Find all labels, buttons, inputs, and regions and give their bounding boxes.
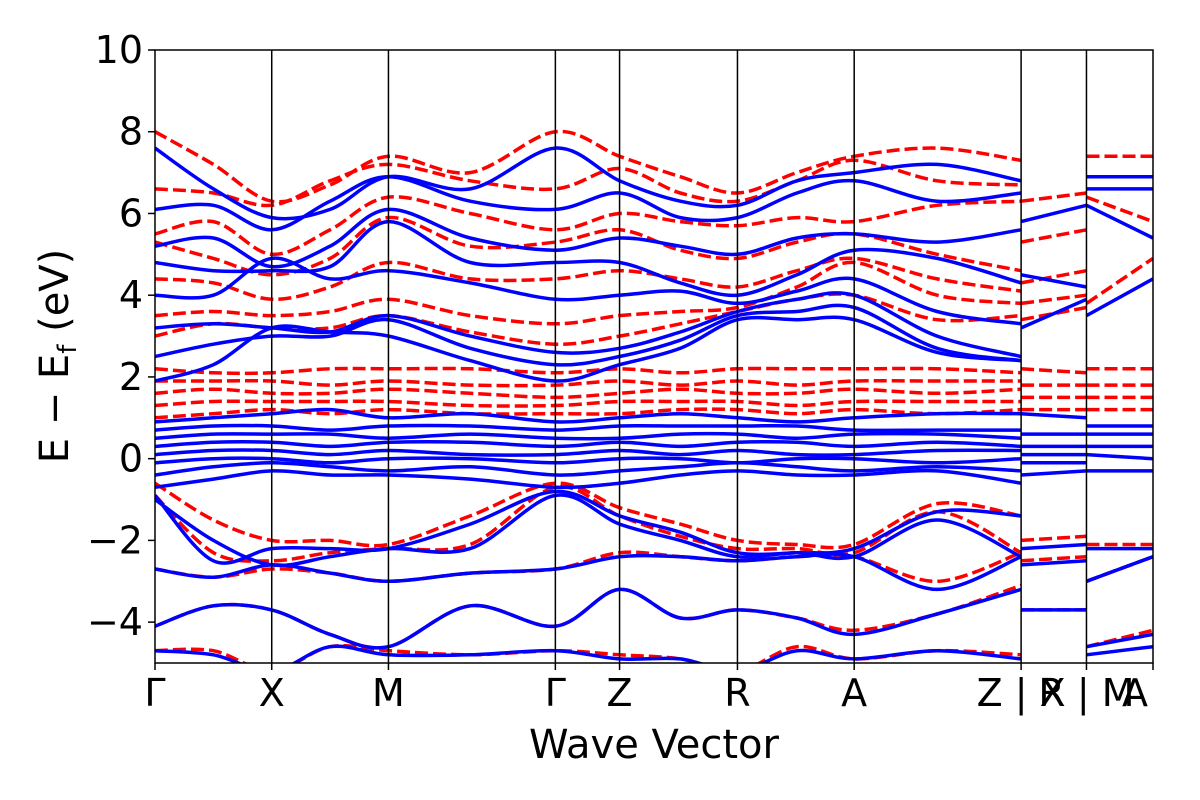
spin-down-band-42 bbox=[1020, 305, 1087, 322]
spin-down-band-15 bbox=[155, 583, 1022, 650]
y-tick-label: 10 bbox=[95, 28, 143, 72]
x-tick-label: A bbox=[841, 671, 867, 715]
spin-down-band-7 bbox=[155, 366, 1022, 376]
spin-up-band-60 bbox=[1020, 559, 1087, 567]
spin-down-band-64 bbox=[1085, 256, 1153, 305]
spin-up-band-50 bbox=[1020, 203, 1087, 224]
spin-down-band-39 bbox=[1020, 228, 1087, 244]
y-axis-label-main: E − E bbox=[32, 354, 78, 464]
y-axis-ticks: −4 −2 0 2 4 6 8 10 bbox=[87, 28, 155, 644]
y-tick-label: −4 bbox=[87, 600, 143, 644]
x-tick-label: M bbox=[372, 671, 405, 715]
kpoint-divider-lines bbox=[270, 50, 1088, 663]
y-tick-label: 4 bbox=[119, 273, 143, 317]
spin-up-band-26 bbox=[155, 423, 1022, 433]
x-tick-label: Z bbox=[607, 671, 633, 715]
spin-up-band-17 bbox=[155, 146, 1022, 221]
spin-down-band-40 bbox=[1020, 268, 1087, 285]
spin-up-band-58 bbox=[1020, 469, 1087, 477]
spin-up-band-84 bbox=[1086, 644, 1153, 657]
spin-down-band-2 bbox=[155, 195, 1022, 257]
spin-up-band-53 bbox=[1020, 411, 1087, 420]
band-lines bbox=[155, 129, 1153, 663]
x-tick-label: Z | X bbox=[977, 671, 1066, 716]
spin-up-band-79 bbox=[1086, 452, 1153, 461]
spin-down-band-8 bbox=[155, 378, 1022, 388]
x-tick-label: Γ bbox=[545, 671, 566, 715]
y-tick-label: 6 bbox=[119, 191, 143, 235]
spin-up-band-52 bbox=[1020, 297, 1088, 330]
spin-down-band-16 bbox=[155, 643, 1022, 663]
x-tick-label: R | M bbox=[1038, 671, 1134, 716]
spin-down-band-43 bbox=[1020, 367, 1087, 375]
spin-down-band-38 bbox=[1020, 191, 1087, 203]
spin-down-band-48 bbox=[1020, 554, 1087, 563]
spin-down-band-12 bbox=[155, 481, 1022, 550]
spin-down-band-63 bbox=[1085, 195, 1153, 224]
spin-down-band-9 bbox=[155, 387, 1022, 400]
y-tick-label: 0 bbox=[119, 437, 143, 481]
y-tick-label: 2 bbox=[119, 355, 143, 399]
y-axis-label: E − Ef (eV) bbox=[32, 249, 83, 464]
x-tick-label: A bbox=[1122, 671, 1148, 715]
x-tick-label: X bbox=[259, 671, 285, 715]
spin-up-band-75 bbox=[1085, 277, 1153, 318]
spin-down-band-4 bbox=[155, 256, 1022, 302]
y-tick-label: −2 bbox=[87, 518, 143, 562]
x-tick-label: R bbox=[724, 671, 750, 715]
spin-up-band-74 bbox=[1085, 203, 1153, 240]
spin-down-band-11 bbox=[155, 407, 1022, 420]
y-axis-label-unit: (eV) bbox=[32, 249, 78, 345]
plot-frame bbox=[154, 49, 1154, 664]
spin-up-band-36 bbox=[155, 587, 1022, 650]
spin-down-band-41 bbox=[1020, 293, 1087, 306]
spin-down-band-3 bbox=[155, 215, 1022, 277]
spin-down-band-10 bbox=[155, 399, 1022, 408]
spin-up-band-59 bbox=[1020, 542, 1087, 551]
spin-up-band-27 bbox=[155, 431, 1022, 441]
spin-down-band-47 bbox=[1020, 534, 1087, 543]
spin-up-band-33 bbox=[155, 489, 1022, 565]
spin-up-band-28 bbox=[155, 440, 1022, 449]
x-tick-label: Γ bbox=[144, 671, 165, 715]
x-axis-label: Wave Vector bbox=[529, 722, 780, 768]
spin-up-band-83 bbox=[1086, 632, 1153, 649]
spin-up-band-29 bbox=[155, 448, 1022, 457]
spin-up-band-51 bbox=[1020, 273, 1087, 289]
spin-up-band-37 bbox=[155, 644, 1022, 663]
spin-up-band-82 bbox=[1085, 555, 1153, 583]
y-axis-label-subscript: f bbox=[53, 344, 83, 354]
y-tick-label: 8 bbox=[119, 110, 143, 154]
spin-up-band-25 bbox=[155, 407, 1022, 424]
